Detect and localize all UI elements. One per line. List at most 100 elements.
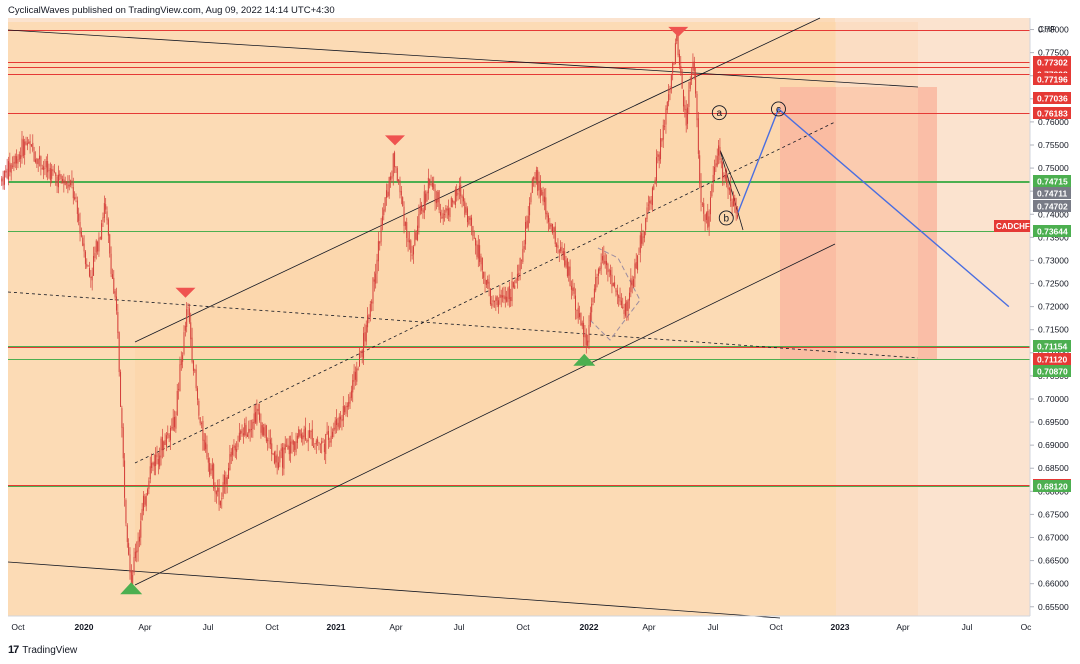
candle <box>619 287 621 306</box>
candle <box>730 176 732 207</box>
candle <box>279 450 281 468</box>
candle-body <box>392 153 394 177</box>
candle-body <box>88 268 90 277</box>
candle-body <box>95 240 97 253</box>
candle-body <box>535 170 537 181</box>
candle <box>668 84 670 107</box>
candle <box>734 194 736 213</box>
candle-body <box>608 270 610 272</box>
candle <box>155 447 157 476</box>
candle-body <box>430 183 432 185</box>
candle-body <box>132 575 134 584</box>
candle-body <box>241 429 243 434</box>
candle-body <box>252 421 254 429</box>
candle <box>5 165 7 178</box>
candle-body <box>317 439 319 443</box>
candle <box>90 269 92 288</box>
candle-body <box>592 297 594 303</box>
candle <box>87 264 89 267</box>
candle-body <box>253 413 255 424</box>
candle-body <box>510 297 512 302</box>
candle-body <box>418 213 420 228</box>
candle-body <box>111 274 113 279</box>
symbol-badge: CADCHF <box>994 220 1030 232</box>
candle-body <box>558 250 560 253</box>
candle <box>350 385 352 401</box>
candle-body <box>346 405 348 408</box>
candle <box>336 409 338 434</box>
candle <box>59 170 61 181</box>
candle <box>726 168 728 188</box>
candle-body <box>34 159 36 163</box>
candle <box>22 135 24 159</box>
candle-body <box>276 454 278 468</box>
candle <box>2 170 4 190</box>
candle-body <box>522 248 524 262</box>
wave-label: c <box>776 104 781 115</box>
candle-body <box>164 440 166 446</box>
wave-triangle-left <box>719 149 744 231</box>
candle <box>487 275 489 290</box>
candle-body <box>610 270 612 276</box>
candle-body <box>550 224 552 227</box>
candle <box>360 350 362 359</box>
candle-body <box>202 420 204 441</box>
candle-body <box>631 280 633 286</box>
time-tick-label: Jul <box>203 622 214 632</box>
candle-body <box>203 439 205 451</box>
candle-body <box>637 255 639 271</box>
candle <box>415 230 417 241</box>
candle-body <box>589 312 591 326</box>
candle <box>400 185 402 205</box>
candle <box>425 190 427 211</box>
candle-body <box>48 170 50 171</box>
candle-body <box>240 430 242 435</box>
price-tag: 0.74702 <box>1033 200 1071 212</box>
candle-body <box>557 245 559 249</box>
candle-body <box>368 315 370 317</box>
candle-body <box>615 287 617 293</box>
candle-body <box>190 322 192 340</box>
candle-body <box>230 451 232 457</box>
candle <box>655 149 657 187</box>
candle-body <box>315 440 317 445</box>
candle-body <box>20 155 22 159</box>
candle <box>141 502 143 521</box>
candle-body <box>520 259 522 261</box>
candle <box>311 420 313 446</box>
candle <box>691 66 693 85</box>
candle-body <box>68 184 70 187</box>
candle-body <box>607 263 609 273</box>
candle-body <box>167 433 169 436</box>
candle <box>358 347 360 367</box>
price-tick-label: 0.75500 <box>1038 140 1069 150</box>
candle <box>211 458 213 479</box>
candle-body <box>703 203 705 214</box>
candle-body <box>57 174 59 188</box>
price-tag-background <box>1033 365 1071 377</box>
candle <box>3 170 5 190</box>
candle-body <box>705 212 707 220</box>
price-tag-label: 0.74702 <box>1037 202 1068 212</box>
candle-body <box>445 208 447 213</box>
candle-body <box>32 142 34 151</box>
time-tick-label: Oc <box>1021 622 1033 632</box>
time-axis[interactable]: Oct 2020 Apr Jul Oct 2021 Apr Jul Oct 2022 Apr Jul O… <box>11 622 1032 632</box>
candle <box>606 254 608 275</box>
candle <box>429 178 431 189</box>
candle <box>309 422 311 439</box>
candle <box>715 155 717 173</box>
candle <box>290 435 292 463</box>
candle <box>670 73 672 94</box>
candle <box>546 210 548 224</box>
price-candles <box>1 27 738 592</box>
candle <box>368 313 370 324</box>
candle <box>576 309 578 320</box>
candle <box>732 191 734 207</box>
candle <box>171 418 173 431</box>
candle-body <box>118 332 120 373</box>
candle-body <box>245 425 247 436</box>
candle-body <box>133 556 135 573</box>
candle-body <box>426 191 428 202</box>
